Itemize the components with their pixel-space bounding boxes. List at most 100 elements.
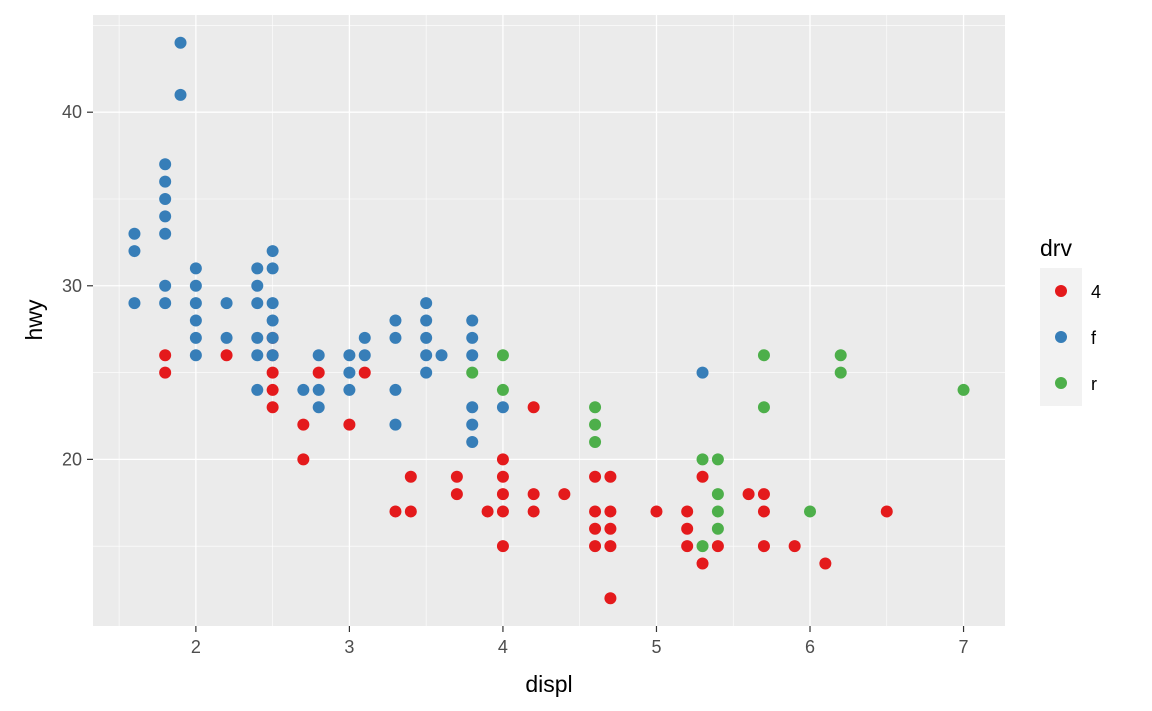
legend-label-f: f	[1091, 328, 1097, 348]
x-tick-label: 7	[959, 637, 969, 657]
data-point-4	[604, 540, 617, 553]
minor-gridlines	[93, 15, 1005, 626]
legend-title: drv	[1040, 235, 1072, 261]
x-tick-label: 3	[344, 637, 354, 657]
legend-key-point-r	[1055, 377, 1067, 389]
data-point-4	[404, 505, 417, 518]
data-point-4	[604, 522, 617, 535]
data-point-f	[297, 383, 310, 396]
data-point-r	[757, 349, 770, 362]
data-point-4	[450, 488, 463, 501]
data-point-f	[420, 366, 433, 379]
data-point-4	[297, 418, 310, 431]
data-point-4	[819, 557, 832, 570]
data-point-f	[389, 383, 402, 396]
data-point-f	[159, 175, 172, 188]
data-point-r	[589, 401, 602, 414]
legend-label-4: 4	[1091, 282, 1101, 302]
data-point-f	[251, 297, 264, 310]
data-point-f	[174, 88, 187, 101]
data-point-4	[266, 366, 279, 379]
data-point-f	[696, 366, 709, 379]
data-point-f	[159, 279, 172, 292]
data-point-f	[159, 192, 172, 205]
data-point-4	[681, 505, 694, 518]
data-point-f	[128, 227, 141, 240]
data-point-f	[343, 349, 356, 362]
data-point-f	[496, 401, 509, 414]
data-point-f	[389, 418, 402, 431]
data-point-4	[266, 383, 279, 396]
data-point-4	[450, 470, 463, 483]
data-point-r	[711, 522, 724, 535]
data-point-f	[189, 349, 202, 362]
data-point-4	[343, 418, 356, 431]
data-point-r	[696, 453, 709, 466]
data-point-4	[481, 505, 494, 518]
x-axis-title: displ	[525, 671, 572, 697]
data-point-f	[128, 297, 141, 310]
data-point-f	[312, 401, 325, 414]
data-point-r	[711, 488, 724, 501]
y-tick-label: 40	[62, 102, 82, 122]
data-point-4	[527, 505, 540, 518]
data-point-4	[742, 488, 755, 501]
data-point-4	[604, 470, 617, 483]
data-point-f	[266, 349, 279, 362]
data-point-4	[496, 540, 509, 553]
data-point-f	[466, 349, 479, 362]
data-point-4	[389, 505, 402, 518]
data-point-f	[159, 297, 172, 310]
y-tick-label: 20	[62, 449, 82, 469]
data-point-f	[189, 331, 202, 344]
legend-keys: 4 f r	[1040, 268, 1101, 406]
data-point-4	[681, 522, 694, 535]
data-point-f	[159, 210, 172, 223]
major-gridlines	[93, 15, 1005, 626]
plot-panel	[93, 15, 1005, 626]
data-point-4	[312, 366, 325, 379]
data-point-4	[297, 453, 310, 466]
data-point-f	[358, 331, 371, 344]
data-point-f	[159, 227, 172, 240]
data-point-r	[834, 366, 847, 379]
data-point-f	[220, 297, 233, 310]
data-point-4	[589, 505, 602, 518]
data-point-4	[604, 505, 617, 518]
data-point-f	[343, 383, 356, 396]
data-point-f	[251, 349, 264, 362]
data-point-r	[757, 401, 770, 414]
x-tick-label: 4	[498, 637, 508, 657]
data-point-f	[174, 36, 187, 49]
data-point-f	[420, 331, 433, 344]
data-point-f	[266, 262, 279, 275]
legend-key-point-4	[1055, 285, 1067, 297]
data-points	[128, 36, 970, 605]
data-point-f	[312, 349, 325, 362]
data-point-r	[711, 505, 724, 518]
x-tick-label: 5	[651, 637, 661, 657]
data-point-f	[358, 349, 371, 362]
legend: drv 4 f r	[1040, 235, 1101, 406]
data-point-4	[788, 540, 801, 553]
data-point-f	[189, 314, 202, 327]
data-point-f	[466, 436, 479, 449]
y-axis-title: hwy	[21, 299, 47, 340]
data-point-4	[404, 470, 417, 483]
data-point-f	[189, 297, 202, 310]
data-point-f	[251, 331, 264, 344]
data-point-4	[757, 505, 770, 518]
data-point-f	[220, 331, 233, 344]
data-point-4	[496, 505, 509, 518]
data-point-f	[466, 401, 479, 414]
data-point-4	[496, 453, 509, 466]
y-tick-label: 30	[62, 276, 82, 296]
data-point-4	[711, 540, 724, 553]
data-point-f	[312, 383, 325, 396]
data-point-r	[496, 383, 509, 396]
data-point-4	[159, 366, 172, 379]
data-point-f	[128, 245, 141, 258]
data-point-f	[251, 262, 264, 275]
